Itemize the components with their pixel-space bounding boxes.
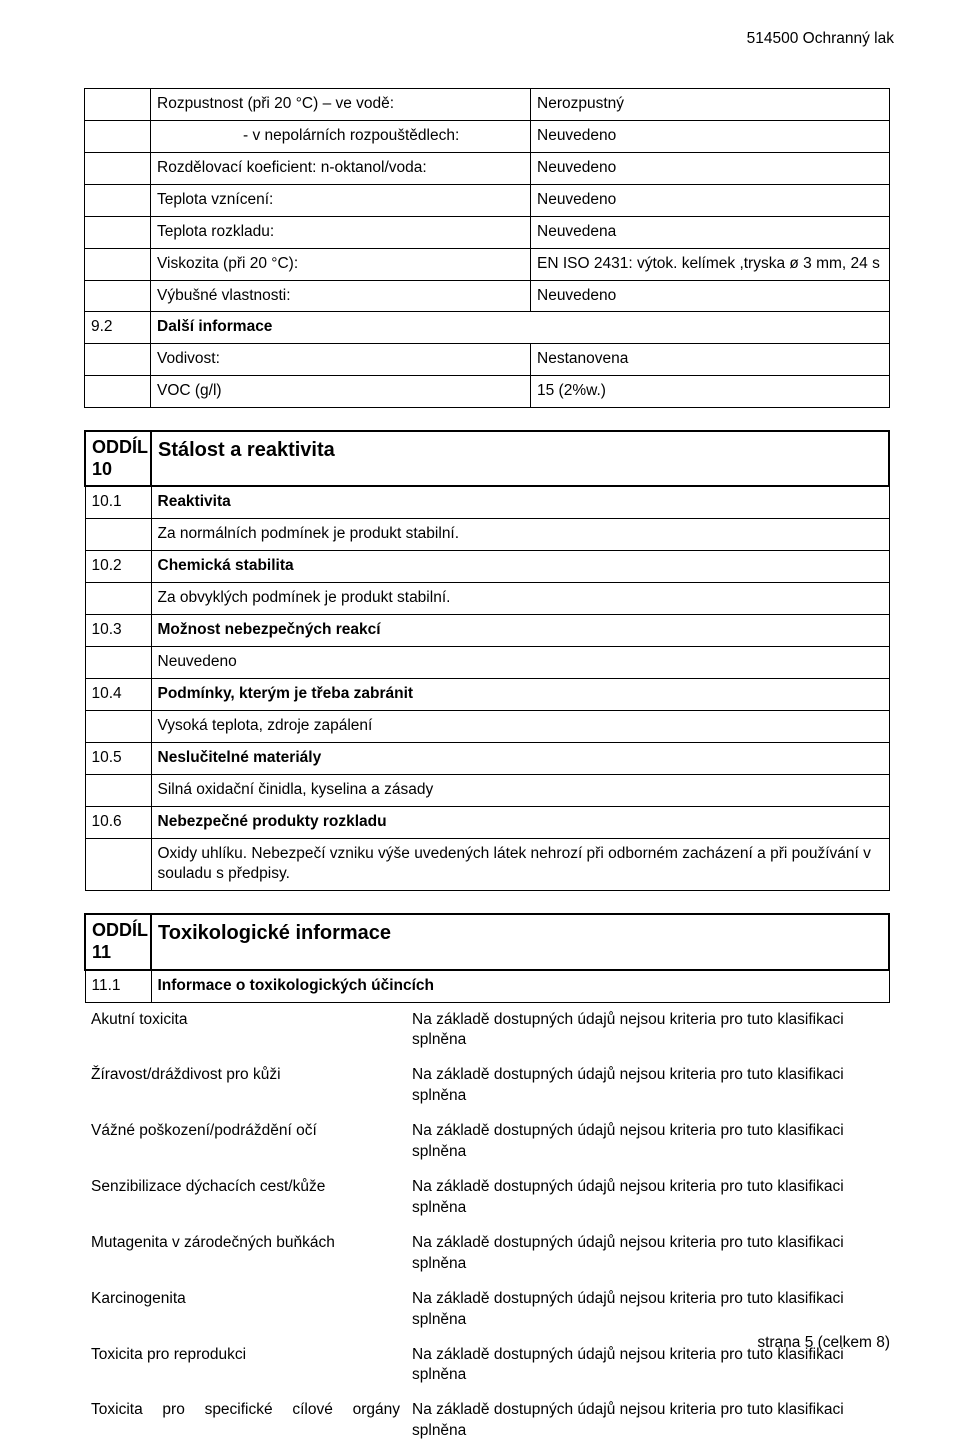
row-content: Nebezpečné produkty rozkladu <box>151 806 889 838</box>
row-label: Teplota vznícení: <box>151 184 531 216</box>
row-number <box>85 838 151 891</box>
section-code: ODDÍL10 <box>85 431 151 486</box>
section-title: Stálost a reaktivita <box>151 431 889 486</box>
row-number: 10.4 <box>85 678 151 710</box>
toxicity-value: Na základě dostupných údajů nejsou krite… <box>406 1226 889 1282</box>
toxicity-value: Na základě dostupných údajů nejsou krite… <box>406 1002 889 1058</box>
toxicity-value: Na základě dostupných údajů nejsou krite… <box>406 1282 889 1338</box>
row-label: Další informace <box>151 312 890 344</box>
toxicity-name: Senzibilizace dýchacích cest/kůže <box>85 1170 406 1226</box>
row-value: Nerozpustný <box>531 89 890 121</box>
row-number: 10.1 <box>85 486 151 518</box>
toxicity-name: Karcinogenita <box>85 1282 406 1338</box>
row-number <box>85 152 151 184</box>
row-number <box>85 376 151 408</box>
table-section-10: ODDÍL10Stálost a reaktivita10.1Reaktivit… <box>84 430 890 891</box>
toxicity-name: Žíravost/dráždivost pro kůži <box>85 1058 406 1114</box>
row-label: Rozdělovací koeficient: n-oktanol/voda: <box>151 152 531 184</box>
row-value: Nestanovena <box>531 344 890 376</box>
toxicity-name: Mutagenita v zárodečných buňkách <box>85 1226 406 1282</box>
row-content: Za obvyklých podmínek je produkt stabiln… <box>151 583 889 615</box>
row-value: Neuvedeno <box>531 152 890 184</box>
toxicity-value: Na základě dostupných údajů nejsou krite… <box>406 1058 889 1114</box>
row-label: Rozpustnost (při 20 °C) – ve vodě: <box>151 89 531 121</box>
toxicity-name: Akutní toxicita <box>85 1002 406 1058</box>
row-number: 11.1 <box>85 970 151 1002</box>
row-number <box>85 647 151 679</box>
row-label: Informace o toxikologických účincích <box>151 970 889 1002</box>
page: 514500 Ochranný lak Rozpustnost (při 20 … <box>0 0 960 1449</box>
row-number <box>85 89 151 121</box>
row-content: Neuvedeno <box>151 647 889 679</box>
row-number: 10.2 <box>85 551 151 583</box>
row-value: 15 (2%w.) <box>531 376 890 408</box>
row-content: Chemická stabilita <box>151 551 889 583</box>
row-number: 10.3 <box>85 615 151 647</box>
row-number: 10.5 <box>85 742 151 774</box>
row-value: Neuvedeno <box>531 184 890 216</box>
row-content: Reaktivita <box>151 486 889 518</box>
row-value: Neuvedeno <box>531 120 890 152</box>
toxicity-name: Toxicita pro reprodukci <box>85 1338 406 1394</box>
row-content: Vysoká teplota, zdroje zapálení <box>151 710 889 742</box>
row-content: Oxidy uhlíku. Nebezpečí vzniku výše uved… <box>151 838 889 891</box>
row-number: 10.6 <box>85 806 151 838</box>
row-number <box>85 583 151 615</box>
row-number <box>85 216 151 248</box>
row-number <box>85 120 151 152</box>
page-footer: strana 5 (celkem 8) <box>757 1334 890 1352</box>
row-content: Podmínky, kterým je třeba zabránit <box>151 678 889 710</box>
row-label: VOC (g/l) <box>151 376 531 408</box>
row-number <box>85 710 151 742</box>
row-number <box>85 344 151 376</box>
table-section-9: Rozpustnost (při 20 °C) – ve vodě:Nerozp… <box>84 88 890 408</box>
toxicity-value: Na základě dostupných údajů nejsou krite… <box>406 1114 889 1170</box>
toxicity-value: Na základě dostupných údajů nejsou krite… <box>406 1170 889 1226</box>
table-section-11: ODDÍL11Toxikologické informace11.1Inform… <box>84 913 890 1449</box>
row-content: Možnost nebezpečných reakcí <box>151 615 889 647</box>
row-number: 9.2 <box>85 312 151 344</box>
row-number <box>85 184 151 216</box>
toxicity-name: Toxicita pro specifické cílové orgány <box>85 1393 406 1449</box>
row-value: Neuvedena <box>531 216 890 248</box>
row-content: Neslučitelné materiály <box>151 742 889 774</box>
row-content: Silná oxidační činidla, kyselina a zásad… <box>151 774 889 806</box>
row-number <box>85 248 151 280</box>
section-title: Toxikologické informace <box>151 914 889 969</box>
row-value: EN ISO 2431: výtok. kelímek ,tryska ø 3 … <box>531 248 890 280</box>
row-content: Za normálních podmínek je produkt stabil… <box>151 519 889 551</box>
section-code: ODDÍL11 <box>85 914 151 969</box>
row-label: Viskozita (při 20 °C): <box>151 248 531 280</box>
row-label: Vodivost: <box>151 344 531 376</box>
toxicity-value: Na základě dostupných údajů nejsou krite… <box>406 1393 889 1449</box>
row-number <box>85 774 151 806</box>
row-label: - v nepolárních rozpouštědlech: <box>151 120 531 152</box>
row-number <box>85 280 151 312</box>
row-label: Teplota rozkladu: <box>151 216 531 248</box>
row-value: Neuvedeno <box>531 280 890 312</box>
row-number <box>85 519 151 551</box>
toxicity-name: Vážné poškození/podráždění očí <box>85 1114 406 1170</box>
row-label: Výbušné vlastnosti: <box>151 280 531 312</box>
document-header: 514500 Ochranný lak <box>84 30 894 48</box>
